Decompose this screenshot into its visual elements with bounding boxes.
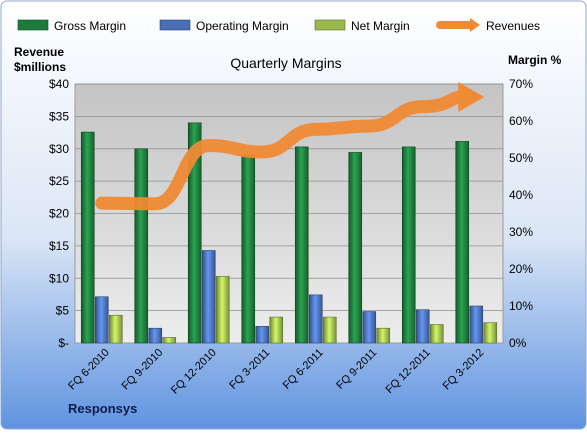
- net-margin-bar: [322, 316, 337, 344]
- revenues-arrowhead: [458, 81, 485, 112]
- gross-margin-bar: [241, 154, 256, 344]
- right-axis-tick-label: 70%: [509, 77, 533, 91]
- left-axis-tick-label: $35: [49, 109, 69, 123]
- gross-margin-bar: [455, 141, 470, 344]
- left-axis-label-line2: $millions: [14, 60, 66, 74]
- left-axis-tick-label: $10: [49, 271, 69, 285]
- right-axis-label: Margin %: [508, 53, 562, 67]
- gross-margin-bar: [294, 146, 309, 344]
- operating-margin-bar: [469, 305, 484, 344]
- gross-margin-bar: [401, 146, 416, 344]
- operating-margin-bar: [148, 327, 163, 344]
- operating-margin-bar: [415, 309, 430, 344]
- operating-margin-bar: [201, 250, 216, 344]
- operating-margin-bar: [308, 294, 323, 344]
- right-axis-tick-label: 50%: [509, 151, 533, 165]
- left-axis-tick-label: $30: [49, 142, 69, 156]
- left-axis-label-line1: Revenue: [14, 45, 64, 59]
- left-axis-tick-label: $-: [58, 336, 69, 350]
- left-axis-tick-label: $40: [49, 77, 69, 91]
- net-margin-bar: [483, 322, 498, 344]
- operating-margin-bar: [362, 311, 377, 344]
- operating-margin-bar: [255, 326, 270, 344]
- legend-label: Net Margin: [351, 19, 410, 33]
- legend-swatch-net-margin: [314, 19, 346, 31]
- legend-label: Operating Margin: [196, 19, 289, 33]
- legend-label: Gross Margin: [54, 19, 126, 33]
- left-axis-tick-label: $20: [49, 207, 69, 221]
- right-axis-tick-label: 0%: [509, 336, 527, 350]
- net-margin-bar: [108, 314, 123, 344]
- left-axis-ticks: $- $5 $10 $15 $20 $25 $30 $35 $40: [49, 77, 69, 350]
- legend-swatch-operating-margin: [159, 19, 191, 31]
- right-axis-tick-label: 10%: [509, 299, 533, 313]
- revenue-series: [95, 81, 485, 211]
- gross-margin-bar: [348, 152, 363, 344]
- legend-arrowhead: [470, 18, 480, 32]
- right-axis-tick-label: 60%: [509, 114, 533, 128]
- net-margin-bar: [429, 324, 444, 344]
- left-axis-tick-label: $15: [49, 239, 69, 253]
- legend-swatch-gross-margin: [17, 19, 49, 31]
- right-axis-tick-label: 20%: [509, 262, 533, 276]
- legend-label: Revenues: [486, 19, 540, 33]
- company-label: Responsys: [68, 401, 137, 416]
- net-margin-bar: [269, 316, 284, 344]
- net-margin-bar: [162, 337, 177, 344]
- right-axis-tick-label: 40%: [509, 188, 533, 202]
- operating-margin-bar: [94, 296, 109, 344]
- left-axis-tick-label: $5: [56, 304, 70, 318]
- gross-margin-bar: [134, 148, 149, 344]
- net-margin-bar: [215, 276, 230, 344]
- chart-title: Quarterly Margins: [230, 55, 341, 71]
- gross-margin-bar: [187, 122, 202, 344]
- net-margin-bar: [376, 327, 391, 344]
- bar-series: [80, 122, 498, 344]
- right-axis-ticks: 0% 10% 20% 30% 40% 50% 60% 70%: [509, 77, 533, 350]
- left-axis-tick-label: $25: [49, 174, 69, 188]
- legend: Gross Margin Operating Margin Net Margin Re…: [17, 18, 540, 33]
- right-axis-tick-label: 30%: [509, 225, 533, 239]
- gross-margin-bar: [80, 131, 95, 344]
- revenues-line: [95, 90, 469, 211]
